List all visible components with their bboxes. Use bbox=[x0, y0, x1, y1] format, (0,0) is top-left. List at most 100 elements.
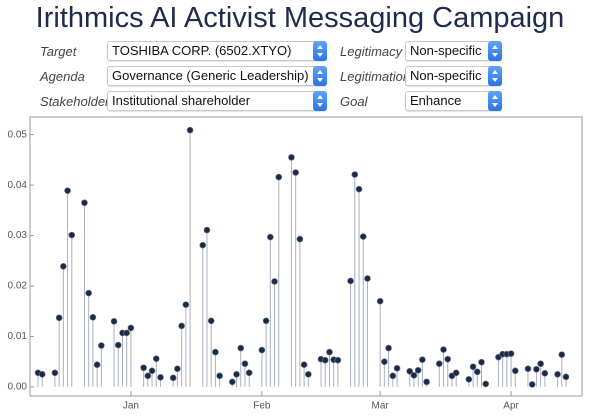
y-tick-label: 0.05 bbox=[8, 129, 28, 140]
point bbox=[144, 372, 152, 380]
y-tick-label: 0.00 bbox=[8, 382, 28, 393]
dropdown[interactable]: Governance (Generic Leadership) bbox=[107, 66, 327, 86]
y-tick-label: 0.01 bbox=[8, 331, 28, 342]
dropdown-arrow[interactable] bbox=[313, 41, 327, 61]
x-tick-label: Feb bbox=[253, 401, 271, 412]
point bbox=[178, 322, 185, 330]
plot-frame bbox=[29, 116, 583, 397]
point bbox=[127, 324, 135, 332]
point bbox=[537, 360, 544, 368]
point bbox=[216, 372, 223, 380]
control-label: Legitimacy bbox=[340, 44, 403, 59]
point bbox=[562, 373, 570, 381]
point bbox=[233, 371, 240, 378]
y-tick-label: 0.04 bbox=[8, 180, 28, 191]
x-tick-label: Jan bbox=[123, 401, 139, 412]
point bbox=[93, 361, 101, 369]
dropdown-arrow[interactable] bbox=[313, 66, 327, 86]
point bbox=[359, 233, 367, 240]
point bbox=[98, 342, 105, 349]
point bbox=[296, 235, 304, 243]
dropdown[interactable]: Non-specific bbox=[405, 66, 502, 86]
point bbox=[123, 329, 131, 337]
point bbox=[169, 374, 177, 382]
point bbox=[258, 346, 266, 354]
point bbox=[68, 231, 76, 239]
point bbox=[271, 278, 278, 285]
point bbox=[419, 356, 426, 363]
point bbox=[212, 348, 219, 356]
point bbox=[51, 369, 59, 377]
point bbox=[199, 241, 207, 249]
point bbox=[478, 358, 485, 366]
control-label: Agenda bbox=[40, 69, 85, 84]
control-label: Target bbox=[40, 44, 77, 59]
point bbox=[558, 351, 566, 358]
point bbox=[334, 356, 342, 364]
y-tick-label: 0.02 bbox=[8, 281, 28, 292]
y-tick-label: 0.03 bbox=[8, 230, 28, 241]
point bbox=[81, 199, 88, 207]
point bbox=[186, 126, 194, 134]
point bbox=[482, 380, 490, 388]
point bbox=[507, 350, 515, 357]
point bbox=[347, 277, 354, 285]
point bbox=[275, 173, 283, 181]
dropdown-arrow[interactable] bbox=[488, 41, 502, 61]
dropdown[interactable]: TOSHIBA CORP. (6502.XTYO) bbox=[107, 41, 327, 61]
point bbox=[288, 154, 295, 161]
point bbox=[512, 367, 519, 375]
point bbox=[148, 367, 156, 375]
point bbox=[326, 348, 333, 356]
dropdown-arrow[interactable] bbox=[488, 66, 502, 86]
point bbox=[376, 297, 384, 305]
control-label: Stakeholder bbox=[40, 94, 110, 109]
control-label: Legitimation bbox=[340, 69, 411, 84]
dropdown[interactable]: Institutional shareholder bbox=[107, 91, 327, 111]
point bbox=[452, 369, 460, 377]
point bbox=[245, 369, 253, 377]
point bbox=[435, 360, 443, 368]
point bbox=[292, 169, 299, 176]
x-tick-label: Apr bbox=[503, 401, 519, 412]
point bbox=[554, 371, 561, 378]
point bbox=[355, 185, 363, 193]
title: Irithmics AI Activist Messaging Campaign bbox=[35, 2, 565, 34]
point bbox=[237, 344, 245, 352]
point bbox=[114, 341, 122, 349]
point bbox=[410, 372, 418, 379]
point bbox=[351, 171, 359, 178]
point bbox=[389, 372, 397, 380]
point bbox=[393, 364, 401, 372]
control-label: Goal bbox=[340, 94, 368, 109]
point bbox=[406, 367, 414, 375]
point bbox=[182, 301, 190, 308]
point bbox=[385, 344, 392, 352]
point bbox=[381, 358, 388, 365]
point bbox=[64, 187, 71, 194]
point bbox=[157, 374, 164, 381]
point bbox=[440, 346, 447, 353]
point bbox=[469, 363, 477, 371]
dropdown-arrow[interactable] bbox=[313, 91, 327, 111]
point bbox=[203, 226, 211, 234]
point bbox=[38, 371, 46, 378]
point bbox=[110, 318, 118, 325]
point bbox=[300, 361, 308, 369]
point bbox=[267, 233, 274, 241]
dropdown[interactable]: Enhance bbox=[405, 91, 502, 111]
point bbox=[444, 355, 452, 363]
dropdown[interactable]: Non-specific bbox=[405, 41, 502, 61]
point bbox=[262, 317, 270, 325]
point bbox=[152, 355, 160, 362]
point bbox=[321, 356, 329, 364]
point bbox=[85, 289, 92, 297]
point bbox=[241, 360, 249, 368]
point bbox=[60, 263, 67, 270]
point bbox=[541, 369, 549, 377]
dropdown-arrow[interactable] bbox=[488, 91, 502, 111]
point bbox=[528, 381, 536, 388]
point bbox=[55, 314, 63, 322]
